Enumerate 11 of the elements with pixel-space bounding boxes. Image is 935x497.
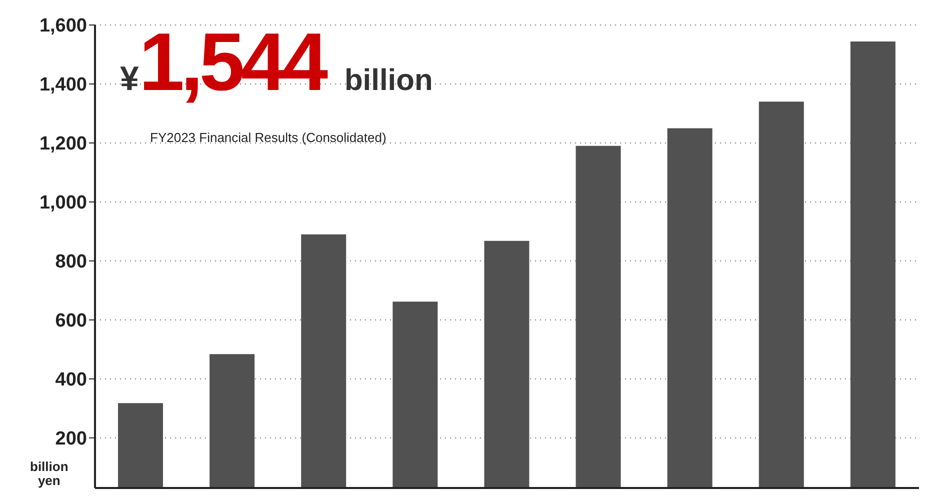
- y-tick-label: 400: [55, 370, 87, 391]
- y-axis-title: billion yen: [30, 459, 68, 488]
- y-tick-label: 200: [55, 428, 87, 450]
- annotation: ¥1,544 billion: [120, 17, 433, 108]
- y-tick-label: 600: [55, 310, 87, 332]
- y-tick-label: 1,200: [39, 134, 87, 155]
- y-tick-label: 1,000: [39, 192, 87, 214]
- y-tick-label: 800: [55, 252, 87, 273]
- annotation: FY2023 Financial Results (Consolidated): [150, 130, 386, 145]
- y-tick-label: 1,400: [39, 74, 87, 96]
- y-tick-label: 1,600: [39, 16, 87, 37]
